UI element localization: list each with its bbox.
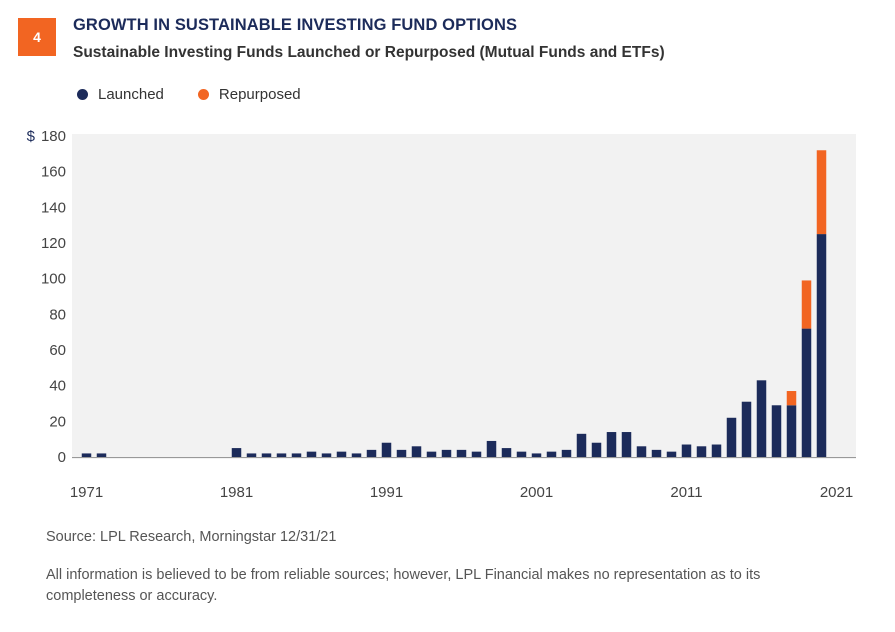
bar-launched [411, 446, 422, 457]
y-tick-label: 180 [41, 128, 66, 145]
legend-item-repurposed: Repurposed [197, 86, 301, 103]
bar-launched [336, 451, 347, 457]
bar-launched [771, 405, 782, 457]
y-tick-label: 40 [49, 378, 66, 395]
bar-launched [396, 449, 407, 457]
y-tick-label: 120 [41, 235, 66, 252]
bar-repurposed [816, 150, 827, 235]
y-tick-label: 0 [58, 449, 66, 466]
bar-launched [531, 453, 542, 457]
chart-subtitle: Sustainable Investing Funds Launched or … [73, 44, 665, 61]
bar-launched [801, 328, 812, 457]
bar-launched [666, 451, 677, 457]
bar-launched [681, 444, 692, 457]
bar-launched [351, 453, 362, 457]
plot-area [72, 134, 856, 459]
bar-launched [321, 453, 332, 457]
bar-launched [366, 449, 377, 457]
x-tick-label: 2021 [820, 484, 853, 501]
bar-launched [231, 448, 242, 457]
legend-swatch-launched [77, 89, 88, 100]
bar-launched [651, 449, 662, 457]
x-tick-label: 2001 [520, 484, 553, 501]
bar-repurposed [801, 280, 812, 329]
y-tick-label: 100 [41, 271, 66, 288]
bar-launched [471, 451, 482, 457]
x-tick-label: 1991 [370, 484, 403, 501]
bar-launched [636, 446, 647, 457]
bar-launched [816, 234, 827, 457]
bar-launched [81, 453, 92, 457]
legend-item-launched: Launched [77, 86, 164, 103]
bar-launched [726, 417, 737, 457]
bar-launched [696, 446, 707, 457]
y-tick-label: 160 [41, 164, 66, 181]
bar-launched [561, 449, 572, 457]
bar-launched [546, 451, 557, 457]
bar-launched [591, 442, 602, 457]
chart-title: GROWTH IN SUSTAINABLE INVESTING FUND OPT… [73, 16, 518, 34]
bar-launched [306, 451, 317, 457]
figure-number-badge: 4 [18, 18, 56, 56]
y-axis-currency-prefix: $ [27, 128, 36, 145]
x-tick-label: 2011 [670, 484, 702, 501]
source-note: Source: LPL Research, Morningstar 12/31/… [46, 529, 337, 545]
bar-launched [486, 440, 497, 457]
disclaimer-note: All information is believed to be from r… [46, 567, 761, 604]
chart-legend: Launched Repurposed [77, 86, 335, 103]
bar-launched [741, 401, 752, 457]
legend-label-launched: Launched [98, 86, 164, 103]
y-tick-label: 20 [49, 413, 66, 430]
bar-launched [426, 451, 437, 457]
bar-launched [516, 451, 527, 457]
bar-chart: 0 20 40 60 80 100 120 140 160 180 $1971 1981 1991 200… [27, 128, 856, 501]
bar-launched [246, 453, 257, 457]
bar-launched [291, 453, 302, 457]
bar-launched [786, 405, 797, 457]
bar-launched [756, 380, 767, 457]
bar-launched [276, 453, 287, 457]
x-tick-label: 1981 [220, 484, 253, 501]
bar-launched [576, 433, 587, 457]
bar-launched [606, 432, 617, 457]
y-tick-label: 80 [49, 306, 66, 323]
bar-launched [456, 449, 467, 457]
bar-launched [501, 448, 512, 457]
bar-launched [96, 453, 107, 457]
y-tick-label: 60 [49, 342, 66, 359]
bar-launched [621, 432, 632, 457]
bar-repurposed [786, 391, 797, 406]
bar-launched [441, 449, 452, 457]
legend-swatch-repurposed [197, 89, 209, 100]
x-tick-label: 1971 [70, 484, 103, 501]
y-tick-label: 140 [41, 199, 66, 216]
legend-label-repurposed: Repurposed [218, 86, 301, 103]
bar-launched [711, 444, 722, 457]
bar-launched [381, 442, 392, 457]
bar-launched [261, 453, 272, 457]
